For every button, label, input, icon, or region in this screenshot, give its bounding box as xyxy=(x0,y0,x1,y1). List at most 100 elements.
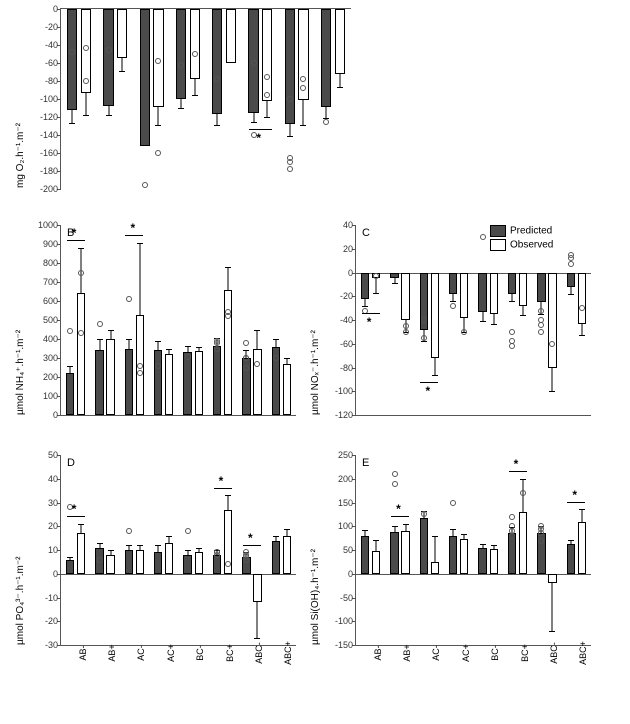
ytick-label: 400 xyxy=(43,334,61,344)
ytick-label: -30 xyxy=(45,640,61,650)
errorbar xyxy=(267,101,268,117)
ytick-label: -140 xyxy=(40,130,61,140)
errorbar-cap xyxy=(106,115,112,116)
ylabel: µmol NH₄⁺.h⁻¹.m⁻² xyxy=(15,225,26,415)
ytick-label: -120 xyxy=(40,112,61,122)
bar-observed xyxy=(77,533,85,573)
errorbar-cap xyxy=(108,330,114,331)
bar-observed xyxy=(195,552,203,573)
figure-page: { "colors":{ "predicted":"#4a4a4a", "obs… xyxy=(0,0,630,724)
bar-observed xyxy=(136,550,144,574)
data-point xyxy=(185,528,191,534)
errorbar-cap xyxy=(78,524,84,525)
errorbar-cap xyxy=(264,117,270,118)
errorbar-cap xyxy=(273,536,279,537)
ytick-label: -40 xyxy=(340,315,356,325)
sig-bar xyxy=(420,382,438,383)
data-point xyxy=(178,62,184,68)
errorbar xyxy=(217,114,218,125)
xlabel: AC- xyxy=(136,645,146,661)
bar-observed xyxy=(372,551,380,573)
sig-star: * xyxy=(425,384,430,398)
sig-bar xyxy=(243,545,261,546)
errorbar xyxy=(275,339,276,347)
errorbar-cap xyxy=(520,315,526,316)
data-point xyxy=(214,346,220,352)
errorbar xyxy=(72,110,73,124)
errorbar-cap xyxy=(214,125,220,126)
errorbar-cap xyxy=(178,108,184,109)
xlabel: ABC+ xyxy=(283,641,293,665)
ytick-label: 0 xyxy=(348,569,356,579)
sig-star: * xyxy=(367,315,372,329)
ytick-label: 100 xyxy=(43,391,61,401)
bar-observed xyxy=(578,522,586,573)
ylabel: µmol NOₓ⁻.h⁻¹.m⁻² xyxy=(310,225,321,415)
bar-predicted xyxy=(183,555,191,574)
panel-D: µmol PO₄³⁻.h⁻¹.m⁻²-30-20-1001020304050D*… xyxy=(60,455,295,645)
errorbar xyxy=(181,99,182,108)
ytick-label: 40 xyxy=(48,474,61,484)
bar-predicted xyxy=(66,560,74,574)
data-point xyxy=(214,549,220,555)
bar-predicted xyxy=(140,9,150,146)
bar-predicted xyxy=(508,533,516,573)
xlabel: BC- xyxy=(490,645,500,661)
xlabel: BC- xyxy=(195,645,205,661)
panel-C: µmol NOₓ⁻.h⁻¹.m⁻²-120-100-80-60-40-20020… xyxy=(355,225,590,415)
data-point xyxy=(225,561,231,567)
errorbar-cap xyxy=(392,283,398,284)
errorbar-cap xyxy=(538,314,544,315)
ylabel: µmol PO₄³⁻.h⁻¹.m⁻² xyxy=(15,455,26,645)
errorbar-cap xyxy=(196,548,202,549)
errorbar xyxy=(122,58,123,72)
bar-observed xyxy=(431,273,439,359)
plot-area: -200-180-160-140-120-100-80-60-40-200A* xyxy=(60,8,351,189)
data-point xyxy=(137,363,143,369)
errorbar-cap xyxy=(480,321,486,322)
data-point xyxy=(509,329,515,335)
data-point xyxy=(155,58,161,64)
data-point xyxy=(421,511,427,517)
errorbar-cap xyxy=(568,540,574,541)
ylabel: µmol Si(OH)₄.h⁻¹.m⁻² xyxy=(310,455,321,645)
errorbar xyxy=(99,339,100,350)
errorbar-cap xyxy=(225,495,231,496)
ytick-label: -60 xyxy=(340,339,356,349)
bar-observed xyxy=(224,290,232,415)
panel-letter: C xyxy=(362,227,370,239)
errorbar-cap xyxy=(273,339,279,340)
data-point xyxy=(264,74,270,80)
errorbar-cap xyxy=(196,347,202,348)
data-point xyxy=(155,363,161,369)
errorbar-cap xyxy=(491,545,497,546)
errorbar-cap xyxy=(137,545,143,546)
bar-predicted xyxy=(508,273,516,294)
errorbar-cap xyxy=(108,550,114,551)
ytick-label: 1000 xyxy=(38,220,61,230)
ytick-label: 800 xyxy=(43,258,61,268)
xlabel: ABC+ xyxy=(578,641,588,665)
sig-star: * xyxy=(130,221,135,235)
errorbar-cap xyxy=(432,375,438,376)
errorbar-cap xyxy=(185,550,191,551)
bar-observed xyxy=(578,273,586,324)
bar-predicted xyxy=(567,544,575,574)
bar-observed xyxy=(190,9,200,79)
ytick-label: -40 xyxy=(45,40,61,50)
ytick-label: 150 xyxy=(338,498,356,508)
ytick-label: -100 xyxy=(40,94,61,104)
errorbar-cap xyxy=(155,341,161,342)
data-point xyxy=(67,328,73,334)
errorbar xyxy=(70,366,71,374)
bar-predicted xyxy=(361,536,369,574)
plot-area: -120-100-80-60-40-2002040C** xyxy=(355,225,591,416)
errorbar xyxy=(570,287,571,294)
data-point xyxy=(78,330,84,336)
errorbar-cap xyxy=(337,87,343,88)
errorbar xyxy=(581,509,582,522)
data-point xyxy=(538,523,544,529)
errorbar xyxy=(434,358,435,375)
data-point xyxy=(254,361,260,367)
data-point xyxy=(509,514,515,520)
